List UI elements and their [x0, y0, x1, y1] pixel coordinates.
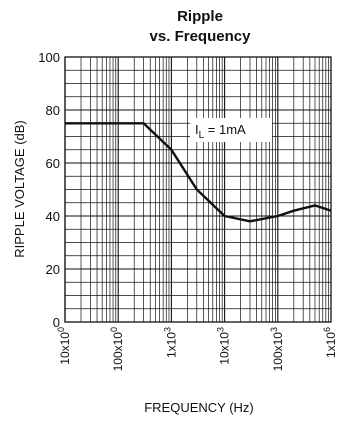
y-tick-label: 80 — [46, 103, 60, 118]
annotation-rest: = 1mA — [204, 122, 246, 137]
x-tick-label: 10x103 — [216, 327, 232, 365]
x-axis-label: FREQUENCY (Hz) — [144, 400, 254, 415]
annotation-box — [190, 118, 272, 142]
x-tick-label: 1x106 — [322, 327, 338, 358]
annotation-main: I — [195, 122, 199, 137]
x-tick-base: 1x10 — [324, 332, 338, 358]
chart-title-line-1: Ripple — [177, 8, 223, 25]
grid-minor — [65, 57, 331, 322]
y-axis-label: RIPPLE VOLTAGE (dB) — [12, 120, 27, 258]
plot-frame — [64, 56, 332, 323]
x-tick-exponent: 3 — [162, 327, 172, 332]
series-line-ripple — [65, 122, 332, 223]
x-tick-base: 10x10 — [58, 332, 72, 365]
x-tick-label: 100x100 — [109, 327, 125, 371]
x-tick-base: 10x10 — [218, 332, 232, 365]
x-tick-base: 100x10 — [111, 332, 125, 372]
y-tick-label: 40 — [46, 209, 60, 224]
x-tick-exponent: 0 — [56, 327, 66, 332]
x-tick-label: 1x103 — [162, 327, 178, 358]
x-tick-exponent: 6 — [322, 327, 332, 332]
chart-title-line-2: vs. Frequency — [150, 28, 252, 45]
y-tick-label: 60 — [46, 156, 60, 171]
annotation-label: IL = 1mA — [195, 122, 246, 141]
x-tick-label: 10x100 — [56, 327, 72, 365]
annotation-sub: L — [199, 130, 205, 141]
x-tick-base: 100x10 — [271, 332, 285, 372]
y-tick-label: 0 — [53, 315, 60, 330]
y-tick-label: 20 — [46, 262, 60, 277]
x-tick-base: 1x10 — [164, 332, 178, 358]
x-tick-label: 100x103 — [269, 327, 285, 371]
x-tick-exponent: 0 — [109, 327, 119, 332]
y-tick-labels: 0 20 40 60 80 100 — [38, 50, 60, 330]
x-tick-exponent: 3 — [269, 327, 279, 332]
x-tick-exponent: 3 — [216, 327, 226, 332]
y-tick-label: 100 — [38, 50, 60, 65]
